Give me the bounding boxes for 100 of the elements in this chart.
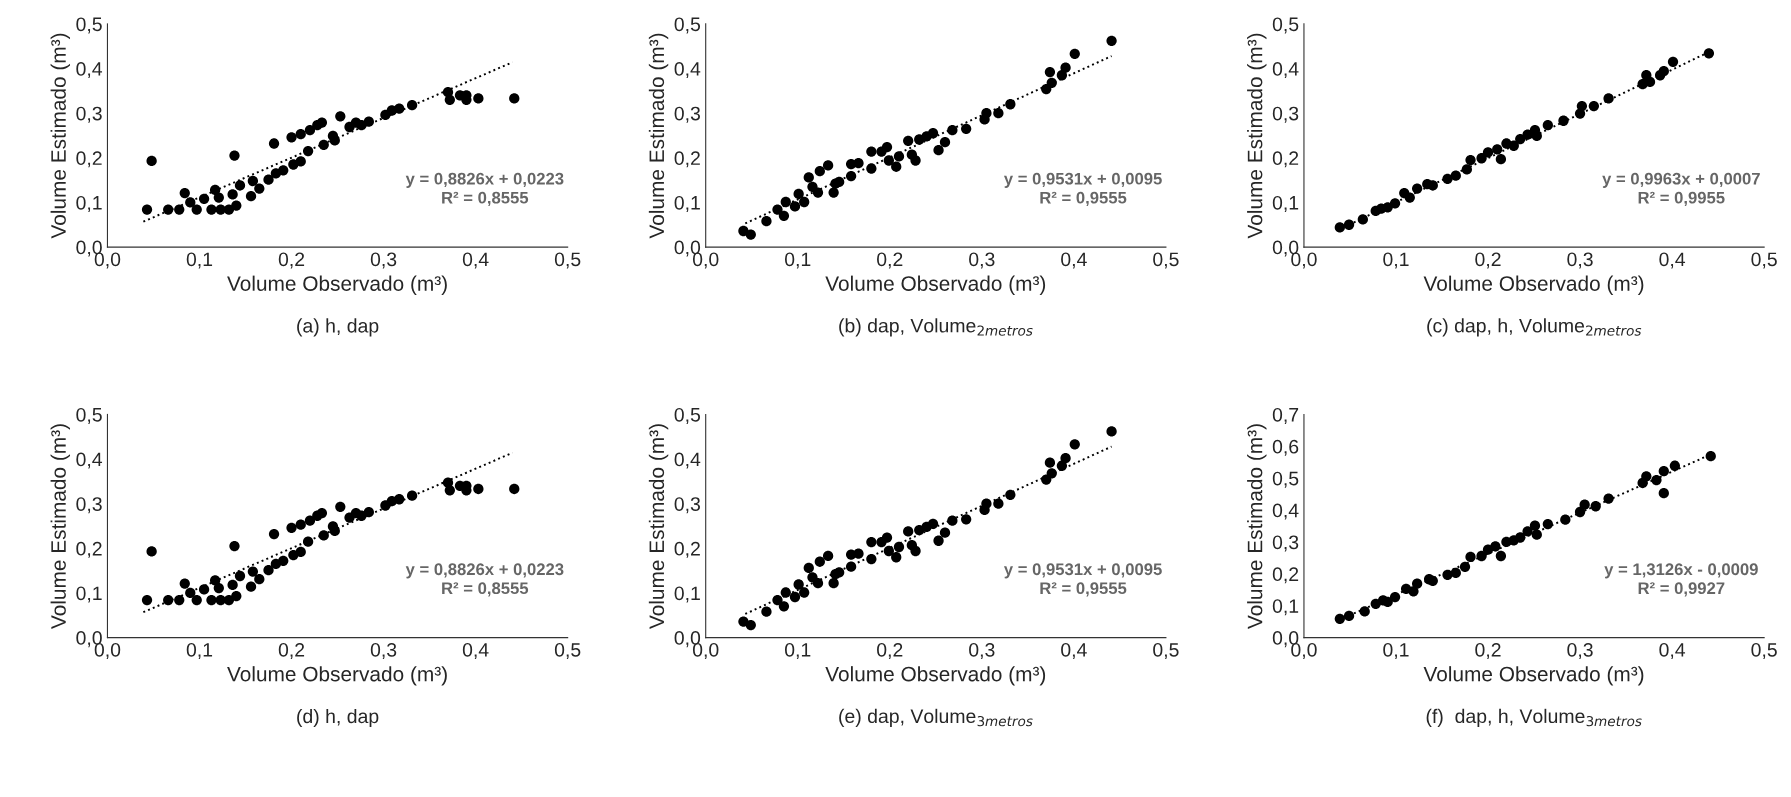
point <box>1669 460 1681 471</box>
point <box>278 555 289 566</box>
annotation: y = 0,9531x + 0,0095 <box>1003 172 1162 188</box>
x-tick-label: 0,5 <box>1153 642 1179 660</box>
point <box>866 536 877 548</box>
point <box>473 93 484 104</box>
y-tick-label: 0,1 <box>76 586 102 603</box>
point <box>1459 561 1471 572</box>
point <box>473 483 484 495</box>
point <box>745 619 756 631</box>
point <box>295 519 306 530</box>
point <box>822 550 834 562</box>
x-tick-label: 0,5 <box>554 642 581 660</box>
point <box>1069 48 1080 59</box>
point <box>793 188 804 200</box>
point <box>268 528 280 540</box>
point <box>866 146 877 157</box>
point <box>213 582 224 594</box>
point <box>1106 35 1117 47</box>
x-tick-label: 0,5 <box>554 252 581 269</box>
x-tick-label: 0,1 <box>1383 642 1409 660</box>
y-tick-label: 0,4 <box>76 452 103 469</box>
point <box>191 204 202 215</box>
point <box>1069 439 1080 450</box>
point <box>803 172 814 183</box>
point <box>1542 518 1553 530</box>
point <box>903 526 914 537</box>
point <box>891 161 902 172</box>
point <box>316 507 328 519</box>
point <box>227 189 238 200</box>
y-tick-label: 0,6 <box>1272 439 1299 456</box>
point <box>903 135 914 146</box>
point <box>141 594 153 606</box>
point <box>1412 578 1423 589</box>
point <box>803 562 814 574</box>
y-tick-label: 0,2 <box>674 541 700 558</box>
point <box>141 204 153 215</box>
point <box>316 117 328 128</box>
x-axis-title: Volume Observado (m³) <box>1423 275 1644 296</box>
point <box>227 579 238 591</box>
point <box>1495 550 1507 562</box>
x-tick-label: 0,3 <box>1567 642 1593 660</box>
point <box>268 138 280 149</box>
x-tick-label: 0,5 <box>1751 252 1777 269</box>
point <box>1667 56 1679 67</box>
point <box>263 174 274 185</box>
point <box>1060 62 1071 73</box>
y-tick-label: 0,1 <box>1272 195 1299 212</box>
point <box>1542 120 1553 131</box>
point <box>1658 488 1669 499</box>
point <box>278 165 289 176</box>
point <box>939 527 951 538</box>
point <box>883 545 895 557</box>
point <box>163 594 174 606</box>
annotation: y = 0,9963x + 0,0007 <box>1602 172 1760 188</box>
y-tick-label: 0,1 <box>674 586 700 603</box>
point <box>853 158 864 169</box>
point <box>939 137 951 148</box>
point <box>853 548 864 559</box>
y-tick-label: 0,3 <box>76 497 102 514</box>
point <box>1450 567 1461 579</box>
point <box>814 556 825 567</box>
text: (e) dap, Volume$_{3metros}$ <box>839 708 1033 727</box>
point <box>146 155 157 167</box>
point <box>1334 613 1345 624</box>
point <box>822 160 834 171</box>
point <box>1465 551 1476 563</box>
y-tick-label: 0,4 <box>76 62 103 79</box>
point <box>745 229 756 240</box>
point <box>229 150 240 161</box>
point <box>961 123 972 134</box>
y-tick-label: 0,4 <box>674 452 701 469</box>
x-tick-label: 0,4 <box>462 642 489 660</box>
point <box>1060 453 1071 464</box>
point <box>910 545 921 557</box>
y-tick-label: 0,3 <box>76 106 102 123</box>
y-tick-label: 0,2 <box>76 151 102 168</box>
x-tick-label: 0,4 <box>1659 252 1686 269</box>
point <box>254 573 265 585</box>
annotation: y = 0,8826x + 0,0223 <box>405 563 564 579</box>
point <box>1576 100 1588 112</box>
y-tick-label: 0,5 <box>674 17 701 34</box>
point <box>1531 130 1542 142</box>
point <box>213 192 224 203</box>
x-tick-label: 0,1 <box>784 642 811 660</box>
text: (c) dap, h, Volume$_{2metros}$ <box>1427 318 1642 337</box>
point <box>1651 474 1662 486</box>
point <box>394 494 405 505</box>
x-tick-label: 0,4 <box>1061 642 1087 660</box>
point <box>1579 499 1590 510</box>
point <box>789 591 801 603</box>
point <box>263 565 274 576</box>
x-tick-label: 0,4 <box>462 252 489 269</box>
annotation: R² = 0,9555 <box>1040 191 1127 206</box>
x-axis-title: Volume Observado (m³) <box>227 666 447 686</box>
point <box>1658 66 1669 77</box>
x-axis-title: Volume Observado (m³) <box>1423 666 1644 686</box>
point <box>993 498 1004 509</box>
point <box>444 485 455 496</box>
point <box>304 124 316 136</box>
